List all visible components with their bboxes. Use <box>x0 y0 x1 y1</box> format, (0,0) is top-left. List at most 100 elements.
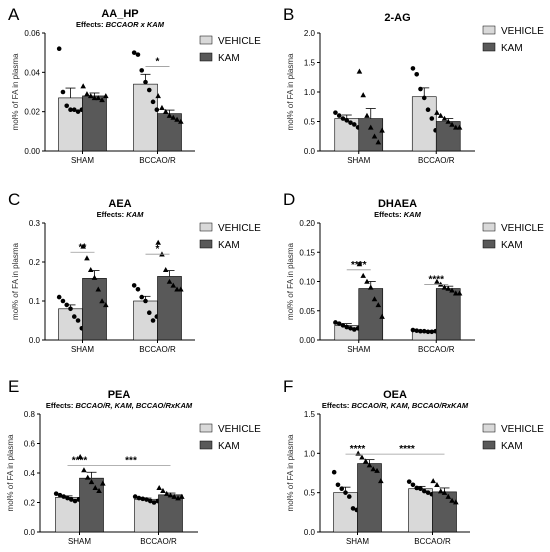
y-tick-label: 0.4 <box>24 469 36 478</box>
data-point <box>166 278 173 284</box>
subtitle-prefix: Effects: <box>322 401 352 410</box>
data-point <box>135 52 141 57</box>
significance-stars: * <box>156 244 160 255</box>
data-point <box>136 495 142 501</box>
panel-title: OEA <box>383 389 407 401</box>
significance-stars: * <box>156 56 160 67</box>
subtitle-effects: BCCAO/R, KAM, BCCAO/RxKAM <box>351 401 468 410</box>
data-point <box>340 116 346 121</box>
y-tick-label: 0.6 <box>24 440 36 449</box>
data-point <box>335 482 341 488</box>
subtitle-effects: BCCAOR x KAM <box>106 20 165 29</box>
y-tick-label: 0.0 <box>24 528 36 537</box>
data-point <box>350 506 356 511</box>
data-point <box>150 318 156 323</box>
data-point <box>449 497 455 503</box>
data-point <box>143 298 148 304</box>
significance-stars: ** <box>79 242 87 253</box>
legend-label-vehicle: VEHICLE <box>501 223 544 234</box>
data-point <box>80 83 86 89</box>
legend-label-vehicle: VEHICLE <box>218 424 261 435</box>
data-point <box>154 107 160 112</box>
data-point <box>143 79 148 85</box>
legend-label-vehicle: VEHICLE <box>501 26 544 37</box>
panel-title: DHAEA <box>378 198 417 210</box>
panel-letter: D <box>283 190 295 209</box>
bar-kam <box>358 118 384 152</box>
data-point <box>425 107 431 112</box>
y-tick-label: 0.02 <box>24 108 40 117</box>
legend-label-kam: KAM <box>218 240 240 251</box>
data-point <box>359 454 365 460</box>
data-point <box>68 497 74 502</box>
data-point <box>362 458 369 464</box>
data-point <box>139 68 145 73</box>
legend-swatch-vehicle <box>199 423 213 433</box>
data-point <box>71 107 77 112</box>
data-point <box>414 328 420 333</box>
data-point <box>333 110 338 115</box>
data-point <box>65 495 70 501</box>
y-tick-label: 0.00 <box>24 147 40 156</box>
y-tick-label: 2.0 <box>304 29 316 38</box>
y-tick-label: 0.5 <box>304 118 316 127</box>
data-point <box>410 482 416 488</box>
data-point <box>437 488 444 494</box>
data-point <box>95 286 102 292</box>
y-tick-label: 0.8 <box>24 410 36 419</box>
data-point <box>445 285 452 291</box>
legend-swatch-vehicle <box>482 423 496 433</box>
bar-kam <box>82 95 107 152</box>
panel-subtitle: Effects: BCCAO/R, KAM, BCCAO/RxKAM <box>322 401 469 410</box>
y-axis-label: mol% of FA in plasma <box>286 434 295 511</box>
y-axis-label: mol% of FA in plasma <box>11 53 20 130</box>
data-point <box>64 302 70 308</box>
data-point <box>441 115 448 121</box>
x-tick-label: SHAM <box>71 156 94 165</box>
legend-swatch-kam <box>482 440 496 450</box>
data-point <box>131 50 137 55</box>
data-point <box>56 294 62 300</box>
data-point <box>434 109 440 115</box>
y-tick-label: 0.15 <box>299 248 315 257</box>
data-point <box>336 113 342 118</box>
data-point <box>406 479 412 484</box>
data-point <box>170 282 177 288</box>
subtitle-prefix: Effects: <box>46 401 76 410</box>
data-point <box>456 124 463 130</box>
subtitle-effects: BCCAO/R, KAM, BCCAO/RxKAM <box>75 401 192 410</box>
panel-title: AA_HP <box>101 8 138 20</box>
data-point <box>77 453 83 460</box>
data-point <box>410 66 416 71</box>
legend-label-kam: KAM <box>501 240 523 251</box>
panel-letter: F <box>283 377 293 396</box>
x-tick-label: BCCAO/R <box>418 345 455 354</box>
y-axis-label: mol% of FA in plasma <box>6 434 15 511</box>
bar-vehicle <box>411 96 437 152</box>
significance-stars: **** <box>428 274 444 285</box>
legend-swatch-kam <box>199 52 213 62</box>
data-point <box>72 498 78 504</box>
data-point <box>449 121 455 127</box>
data-point <box>151 500 157 505</box>
data-point <box>434 278 440 284</box>
significance-stars: **** <box>350 444 366 455</box>
data-point <box>75 109 81 114</box>
data-point <box>418 486 423 492</box>
y-tick-label: 0.2 <box>24 499 36 508</box>
y-tick-label: 0.04 <box>24 68 40 77</box>
data-point <box>414 72 420 77</box>
data-point <box>346 494 352 499</box>
y-tick-label: 1.0 <box>304 449 316 458</box>
data-point <box>343 490 348 495</box>
data-point <box>375 139 382 145</box>
panel-letter: A <box>8 5 20 24</box>
data-point <box>441 489 448 495</box>
data-point <box>434 482 440 488</box>
data-point <box>452 124 459 130</box>
data-point <box>87 93 94 99</box>
